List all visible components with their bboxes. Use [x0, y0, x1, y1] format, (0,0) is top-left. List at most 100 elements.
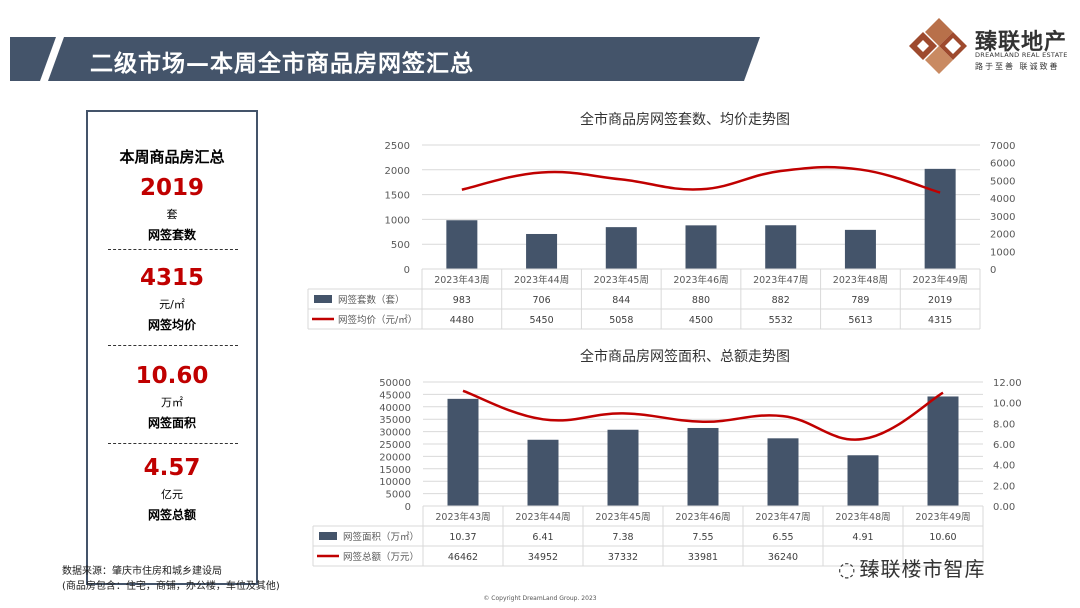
metric-label: 网签面积: [147, 416, 196, 430]
y-tick-left: 500: [391, 240, 410, 251]
brand-logo: 臻联地产 DREAMLAND REAL ESTATE 路于至善 联诚致善: [905, 18, 1075, 78]
y-tick-right: 7000: [990, 141, 1015, 152]
summary-panel: 本周商品房汇总 2019 套 网签套数 4315 元/㎡ 网签均价 10.60 …: [86, 110, 258, 585]
metric-label: 网签均价: [147, 318, 196, 332]
y-tick-left: 20000: [379, 452, 411, 463]
x-tick-label: 2023年45周: [595, 511, 650, 523]
table-value: 4480: [450, 315, 474, 326]
bar: [607, 429, 639, 506]
metric-label: 网签套数: [147, 228, 196, 242]
y-tick-right: 0.00: [993, 502, 1015, 513]
y-tick-left: 40000: [379, 403, 411, 414]
metric-label: 网签总额: [147, 508, 196, 522]
copyright: © Copyright DreamLand Group. 2023: [483, 595, 597, 602]
y-tick-left: 10000: [379, 477, 411, 488]
y-tick-right: 6000: [990, 159, 1015, 170]
y-tick-left: 25000: [379, 440, 411, 451]
table-value: 5613: [848, 315, 872, 326]
logo-mark-icon: [909, 18, 967, 74]
series-line: [461, 165, 941, 194]
brand-en: DREAMLAND REAL ESTATE: [975, 51, 1068, 59]
table-value: 789: [851, 295, 869, 306]
table-value: 4.91: [852, 532, 873, 543]
title-banner: 二级市场—本周全市商品房网签汇总: [10, 37, 760, 81]
x-tick-label: 2023年43周: [435, 511, 490, 523]
table-value: 882: [772, 295, 790, 306]
y-tick-right: 12.00: [993, 378, 1022, 389]
chart1-title: 全市商品房网签套数、均价走势图: [580, 112, 790, 128]
metric-amount: 4.57 亿元 网签总额: [88, 454, 256, 522]
y-tick-right: 1000: [990, 247, 1015, 258]
legend-label: 网签面积（万㎡）: [343, 531, 419, 543]
y-tick-right: 0: [990, 265, 996, 276]
metric-value: 10.60: [135, 363, 209, 389]
legend-key-bar: [314, 295, 332, 303]
y-tick-right: 3000: [990, 212, 1015, 223]
divider: [108, 249, 238, 250]
table-value: 880: [692, 295, 710, 306]
brand-name: 臻联地产: [975, 30, 1068, 55]
y-tick-left: 0: [405, 502, 411, 513]
table-value: 46462: [448, 552, 478, 563]
y-tick-right: 8.00: [993, 419, 1015, 430]
metric-unit: 元/㎡: [159, 298, 185, 311]
metric-area: 10.60 万㎡ 网签面积: [88, 362, 256, 430]
metric-value: 4315: [139, 265, 204, 291]
y-tick-right: 2.00: [993, 481, 1015, 492]
series-line: [462, 389, 944, 441]
table-value: 5058: [609, 315, 633, 326]
y-tick-left: 1500: [385, 191, 410, 202]
y-tick-right: 2000: [990, 230, 1015, 241]
metric-value: 4.57: [143, 455, 201, 481]
table-value: 4500: [689, 315, 713, 326]
y-tick-left: 2500: [385, 141, 410, 152]
metric-unit: 万㎡: [161, 396, 183, 409]
source-line-1: 数据来源：肇庆市住房和城乡建设局: [62, 566, 222, 577]
x-tick-label: 2023年49周: [915, 511, 970, 523]
table-value: 34952: [528, 552, 558, 563]
bar: [765, 225, 797, 269]
x-tick-label: 2023年44周: [515, 511, 570, 523]
y-tick-right: 10.00: [993, 399, 1022, 410]
y-tick-left: 30000: [379, 428, 411, 439]
table-value: 4315: [928, 315, 952, 326]
table-value: 6.55: [772, 532, 793, 543]
table-value: 706: [533, 295, 551, 306]
bar: [847, 455, 879, 506]
bar: [447, 398, 479, 506]
bar: [924, 168, 956, 269]
table-value: 10.37: [449, 532, 476, 543]
x-tick-label: 2023年49周: [913, 274, 968, 286]
x-tick-label: 2023年46周: [675, 511, 730, 523]
page-title: 二级市场—本周全市商品房网签汇总: [90, 51, 474, 77]
chart2-title: 全市商品房网签面积、总额走势图: [580, 349, 790, 365]
summary-title: 本周商品房汇总: [119, 148, 225, 166]
table-value: 33981: [688, 552, 718, 563]
data-source: 数据来源：肇庆市住房和城乡建设局 (商品房包含：住宅，商铺，办公楼，车位及其他): [62, 564, 280, 594]
y-tick-right: 5000: [990, 176, 1015, 187]
table-value: 844: [612, 295, 630, 306]
wechat-icon: ◌: [838, 557, 856, 581]
y-tick-right: 4.00: [993, 461, 1015, 472]
y-tick-right: 6.00: [993, 440, 1015, 451]
wechat-watermark: ◌ 臻联楼市智库: [838, 553, 985, 582]
y-tick-left: 1000: [385, 215, 410, 226]
y-tick-left: 2000: [385, 166, 410, 177]
table-value: 5450: [529, 315, 553, 326]
table-value: 36240: [768, 552, 798, 563]
legend-key-bar: [319, 532, 337, 540]
bar: [927, 396, 959, 506]
brand-slogan: 路于至善 联诚致善: [975, 62, 1060, 71]
table-value: 6.41: [532, 532, 553, 543]
legend-label: 网签总额（万元）: [343, 551, 419, 563]
x-tick-label: 2023年43周: [434, 274, 489, 286]
metric-unit: 套: [166, 208, 178, 221]
legend-label: 网签套数（套）: [338, 294, 405, 306]
table-value: 37332: [608, 552, 638, 563]
table-value: 2019: [928, 295, 952, 306]
y-tick-left: 35000: [379, 415, 411, 426]
metric-unit: 亿元: [161, 488, 183, 501]
metric-units: 2019 套 网签套数: [88, 174, 256, 242]
table-value: 10.60: [929, 532, 956, 543]
metric-price: 4315 元/㎡ 网签均价: [88, 264, 256, 332]
